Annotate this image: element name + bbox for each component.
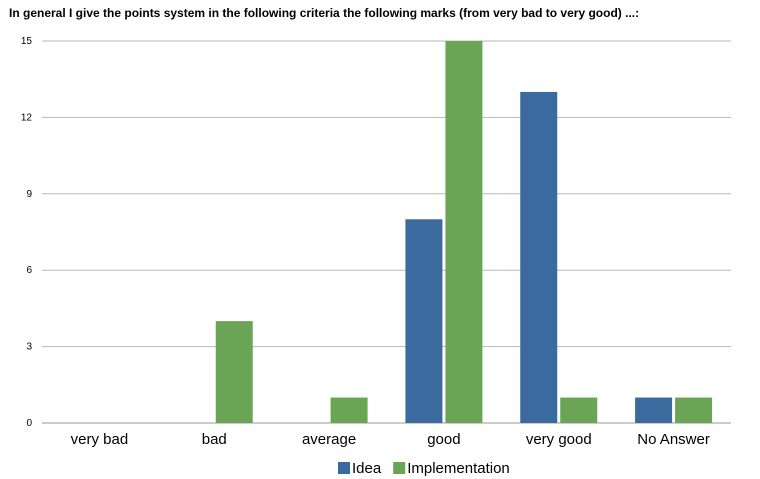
legend-swatch-idea xyxy=(338,462,350,474)
bar-idea-no-answer xyxy=(635,397,673,423)
x-tick-label: very good xyxy=(526,431,592,448)
x-axis-labels: very bad bad average good very good No Answer xyxy=(71,431,710,448)
y-tick-label: 0 xyxy=(26,418,32,429)
y-tick-label: 3 xyxy=(26,342,32,353)
x-tick-label: average xyxy=(302,431,356,448)
bar-implementation-very-good xyxy=(560,397,598,423)
legend: Idea Implementation xyxy=(338,460,510,477)
y-tick-label: 15 xyxy=(21,36,33,47)
x-tick-label: bad xyxy=(202,431,227,448)
chart-title: In general I give the points system in t… xyxy=(9,6,640,20)
bar-implementation-average xyxy=(330,397,368,423)
legend-swatch-implementation xyxy=(393,462,406,474)
legend-label-idea: Idea xyxy=(352,460,382,477)
bar-implementation-bad xyxy=(215,321,253,423)
x-tick-label: No Answer xyxy=(637,431,710,448)
legend-label-implementation: Implementation xyxy=(407,460,510,477)
x-tick-label: very bad xyxy=(71,431,129,448)
y-tick-label: 12 xyxy=(21,112,33,123)
y-tick-label: 9 xyxy=(26,189,32,200)
y-axis-ticks: 0 3 6 9 12 15 xyxy=(21,36,33,429)
y-tick-label: 6 xyxy=(26,265,32,276)
x-tick-label: good xyxy=(427,431,460,448)
bars xyxy=(215,41,713,423)
bar-idea-very-good xyxy=(520,91,558,423)
gridlines xyxy=(42,40,731,424)
bar-implementation-good xyxy=(445,41,483,423)
bar-idea-good xyxy=(405,219,443,423)
bar-implementation-no-answer xyxy=(675,397,713,423)
